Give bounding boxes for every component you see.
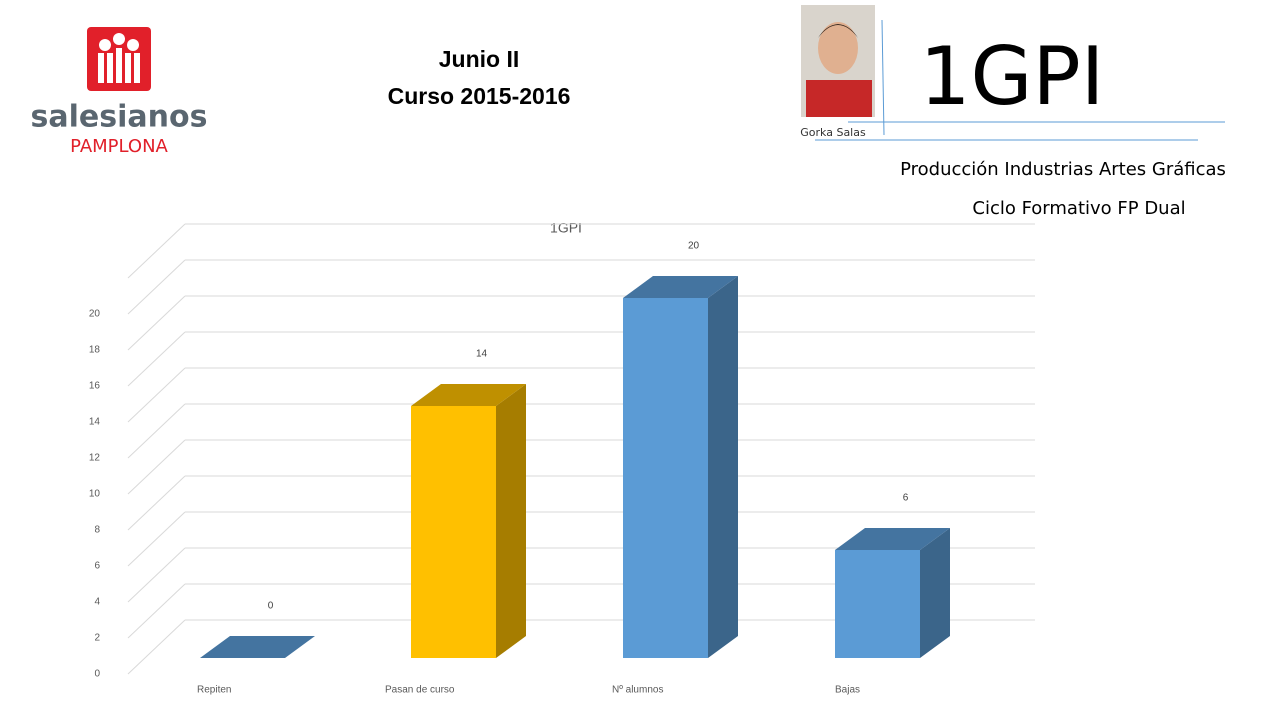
bar-top bbox=[623, 276, 738, 298]
program: Producción Industrias Artes Gráficas bbox=[900, 159, 1226, 180]
logo-figures bbox=[98, 33, 140, 83]
y-tick-label: 20 bbox=[89, 309, 101, 320]
cycle: Ciclo Formativo FP Dual bbox=[972, 198, 1185, 219]
teacher-photo bbox=[801, 5, 875, 117]
grid-line bbox=[127, 547, 186, 603]
value-label: 14 bbox=[476, 349, 488, 360]
value-label: 0 bbox=[268, 601, 274, 612]
x-tick-label: Pasan de curso bbox=[385, 685, 455, 696]
y-tick-label: 2 bbox=[94, 633, 100, 644]
plot-edge bbox=[127, 223, 186, 279]
bar-side bbox=[496, 384, 526, 658]
chart: 0 2 4 6 8 10 12 14 16 18 20 Repiten 0 Pasan de curso 1… bbox=[89, 223, 1035, 696]
course: Curso 2015-2016 bbox=[388, 83, 571, 109]
bar bbox=[623, 298, 708, 658]
bar-top bbox=[411, 384, 526, 406]
bar-top bbox=[200, 636, 315, 658]
y-tick-label: 8 bbox=[94, 525, 100, 536]
grid-line bbox=[127, 511, 186, 567]
y-tick-label: 4 bbox=[94, 597, 100, 608]
chart-title: 1GPI bbox=[550, 220, 582, 236]
logo-place: PAMPLONA bbox=[70, 136, 168, 157]
bar-side bbox=[708, 276, 738, 658]
grid-line bbox=[127, 619, 186, 675]
grid-line bbox=[127, 295, 186, 351]
bar bbox=[411, 406, 496, 658]
x-tick-label: Repiten bbox=[197, 685, 231, 696]
grid-line bbox=[127, 331, 186, 387]
y-tick-label: 18 bbox=[89, 345, 101, 356]
y-tick-label: 10 bbox=[89, 489, 101, 500]
grid-line bbox=[127, 367, 186, 423]
group-name: 1GPI bbox=[920, 30, 1105, 123]
y-tick-label: 12 bbox=[89, 453, 101, 464]
grid-line bbox=[127, 259, 186, 315]
grid-line bbox=[127, 475, 186, 531]
x-tick-label: Bajas bbox=[835, 685, 860, 696]
logo-name: salesianos bbox=[31, 100, 208, 135]
y-tick-label: 0 bbox=[94, 669, 100, 680]
session: Junio II bbox=[439, 46, 520, 72]
logo: salesianos PAMPLONA bbox=[31, 27, 208, 157]
bar-side bbox=[920, 528, 950, 658]
grid-line bbox=[127, 403, 186, 459]
y-tick-label: 16 bbox=[89, 381, 101, 392]
bar-top bbox=[835, 528, 950, 550]
grid-line bbox=[127, 583, 186, 639]
value-label: 6 bbox=[903, 493, 909, 504]
bar bbox=[835, 550, 920, 658]
x-tick-label: Nº alumnos bbox=[612, 685, 663, 696]
value-label: 20 bbox=[688, 241, 700, 252]
y-tick-label: 6 bbox=[94, 561, 100, 572]
teacher-name: Gorka Salas bbox=[800, 126, 866, 139]
deco-line bbox=[881, 19, 885, 136]
y-tick-label: 14 bbox=[89, 417, 101, 428]
grid-line bbox=[127, 439, 186, 495]
